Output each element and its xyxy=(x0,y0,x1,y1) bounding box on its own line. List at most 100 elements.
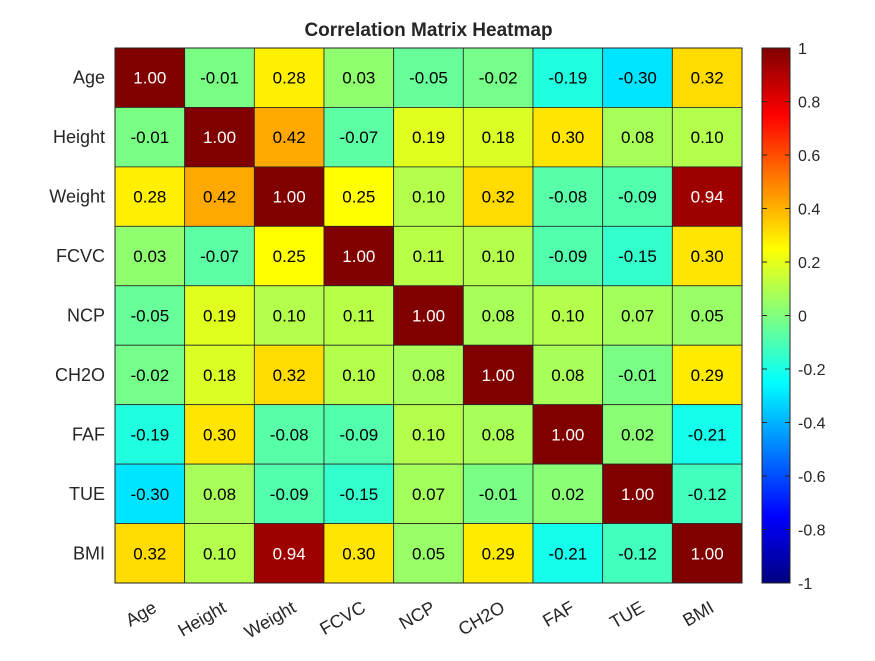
cell-value-label: 0.42 xyxy=(203,188,236,207)
heatmap-cell xyxy=(114,344,186,406)
cell-value-label: -0.09 xyxy=(270,485,309,504)
cell-value-label: -0.01 xyxy=(200,69,239,88)
cell-value-label: 0.10 xyxy=(691,128,724,147)
cell-value-label: -0.19 xyxy=(130,425,169,444)
colorbar-tick-label: 0.6 xyxy=(798,148,820,165)
cell-value-label: -0.01 xyxy=(130,128,169,147)
heatmap-cell xyxy=(462,523,534,584)
heatmap-cell xyxy=(671,107,743,168)
cell-value-label: -0.15 xyxy=(339,485,378,504)
cell-value-label: 0.02 xyxy=(551,485,584,504)
cell-value-label: 0.03 xyxy=(133,247,166,266)
cell-value-label: 0.32 xyxy=(133,544,166,563)
heatmap-cell xyxy=(114,285,186,346)
heatmap-cell xyxy=(184,166,255,227)
colorbar-tick-label: -0.4 xyxy=(798,416,826,433)
cell-value-label: 1.00 xyxy=(203,128,236,147)
cell-value-label: -0.08 xyxy=(270,425,309,444)
heatmap-cell xyxy=(532,523,604,584)
heatmap-cell xyxy=(323,344,395,406)
cell-value-label: 0.08 xyxy=(621,128,654,147)
colorbar-tick-label: -0.6 xyxy=(798,469,826,486)
cell-value-label: 0.94 xyxy=(691,188,724,207)
cell-value-label: 0.30 xyxy=(691,247,724,266)
colorbar-tick-label: -0.2 xyxy=(798,362,826,379)
heatmap-cell xyxy=(462,47,534,108)
heatmap-cell xyxy=(462,285,534,346)
cell-value-label: 0.29 xyxy=(482,544,515,563)
heatmap-cell xyxy=(114,107,186,168)
cell-value-label: 0.19 xyxy=(412,128,445,147)
colorbar-tick-label: -0.8 xyxy=(798,523,826,540)
cell-value-label: 0.11 xyxy=(343,307,375,326)
cell-value-label: 0.08 xyxy=(482,307,515,326)
colorbar-tick-label: 0 xyxy=(798,309,807,326)
heatmap-cell xyxy=(253,344,325,406)
x-tick-label: CH2O xyxy=(455,597,508,639)
cell-value-label: 0.25 xyxy=(273,247,306,266)
cell-value-label: 0.10 xyxy=(551,307,584,326)
cell-value-label: 0.02 xyxy=(621,425,654,444)
heatmap-cell xyxy=(393,107,464,168)
heatmap-cell xyxy=(184,404,255,465)
heatmap-cell xyxy=(462,463,534,524)
cell-value-label: -0.08 xyxy=(548,188,587,207)
heatmap-cell xyxy=(114,463,186,524)
cell-value-label: 1.00 xyxy=(551,425,584,444)
cell-value-label: 0.10 xyxy=(203,544,236,563)
cell-value-label: 0.08 xyxy=(551,366,584,385)
heatmap-cell xyxy=(114,523,186,584)
cell-value-label: -0.09 xyxy=(548,247,587,266)
cell-value-label: 1.00 xyxy=(621,485,654,504)
cell-value-label: -0.07 xyxy=(200,247,239,266)
cell-value-label: 0.10 xyxy=(482,247,515,266)
cell-value-label: 0.18 xyxy=(482,128,515,147)
cell-value-label: 0.05 xyxy=(412,544,445,563)
heatmap-cell xyxy=(323,47,395,108)
y-tick-label: TUE xyxy=(69,484,105,504)
heatmap-cell xyxy=(323,523,395,584)
cell-value-label: 0.07 xyxy=(412,485,445,504)
heatmap-cell xyxy=(393,344,464,406)
colorbar-tick-label: 0.4 xyxy=(798,202,820,219)
heatmap-cell xyxy=(323,225,395,287)
heatmap-cell xyxy=(393,523,464,584)
cell-value-label: -0.21 xyxy=(548,544,587,563)
heatmap-cell xyxy=(532,107,604,168)
cell-value-label: -0.21 xyxy=(688,425,727,444)
x-tick-label: Weight xyxy=(241,597,299,642)
heatmap-cell xyxy=(184,225,255,287)
cell-value-label: -0.01 xyxy=(618,366,657,385)
cell-value-label: 0.32 xyxy=(273,366,306,385)
x-tick-label: NCP xyxy=(396,597,439,633)
heatmap-cell xyxy=(671,463,743,524)
cell-value-label: -0.09 xyxy=(618,188,657,207)
chart-title: Correlation Matrix Heatmap xyxy=(304,20,553,41)
cell-value-label: 0.30 xyxy=(203,425,236,444)
heatmap-cell xyxy=(602,344,673,406)
heatmap-cell xyxy=(184,523,255,584)
cell-value-label: 0.28 xyxy=(273,69,306,88)
cell-value-label: 0.30 xyxy=(551,128,584,147)
x-tick-label: FAF xyxy=(539,597,578,631)
heatmap-cell xyxy=(393,463,464,524)
cell-value-label: 0.08 xyxy=(482,425,515,444)
cell-value-label: 1.00 xyxy=(482,366,515,385)
cell-value-label: 1.00 xyxy=(342,247,375,266)
cell-value-label: 0.10 xyxy=(273,307,306,326)
cell-value-label: 0.10 xyxy=(412,188,445,207)
heatmap-cell xyxy=(114,47,186,108)
x-tick-label: FCVC xyxy=(316,597,368,639)
heatmap-cell xyxy=(253,523,325,584)
cell-value-label: 0.32 xyxy=(691,69,724,88)
heatmap-cell xyxy=(393,166,464,227)
cell-value-label: 0.42 xyxy=(273,128,306,147)
y-tick-label: Weight xyxy=(49,187,105,207)
heatmap-cell xyxy=(602,47,673,108)
heatmap-cell xyxy=(671,344,743,406)
heatmap-cell xyxy=(184,47,255,108)
cell-value-label: -0.01 xyxy=(479,485,518,504)
cell-value-label: 0.29 xyxy=(691,366,724,385)
